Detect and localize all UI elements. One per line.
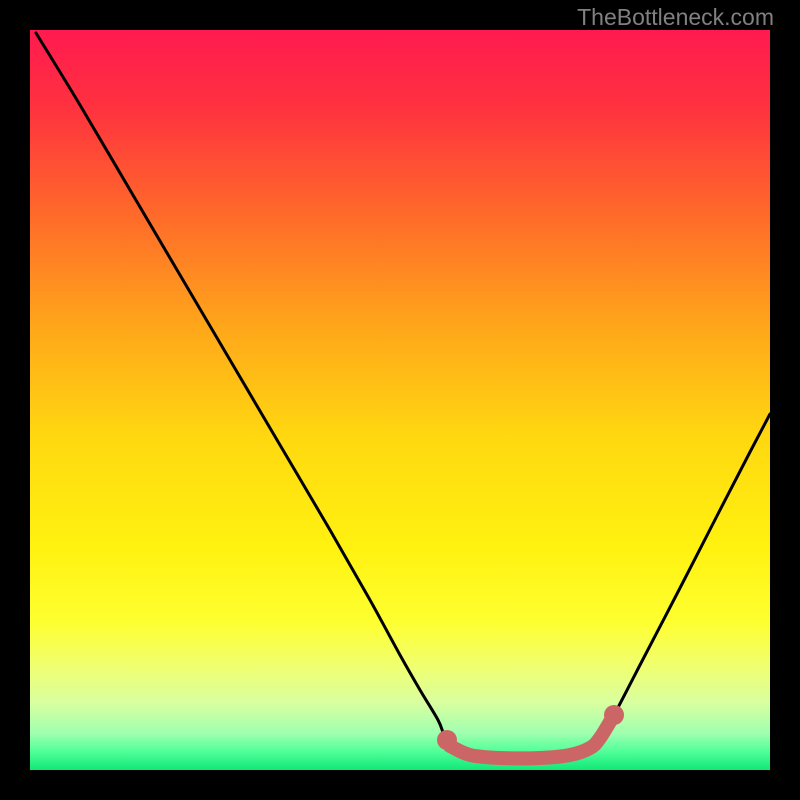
highlight-dot bbox=[437, 730, 457, 750]
highlight-dot bbox=[604, 705, 624, 725]
watermark-label: TheBottleneck.com bbox=[577, 4, 774, 31]
plot-background bbox=[30, 30, 770, 770]
chart-container: TheBottleneck.com bbox=[0, 0, 800, 800]
bottleneck-chart-svg bbox=[0, 0, 800, 800]
